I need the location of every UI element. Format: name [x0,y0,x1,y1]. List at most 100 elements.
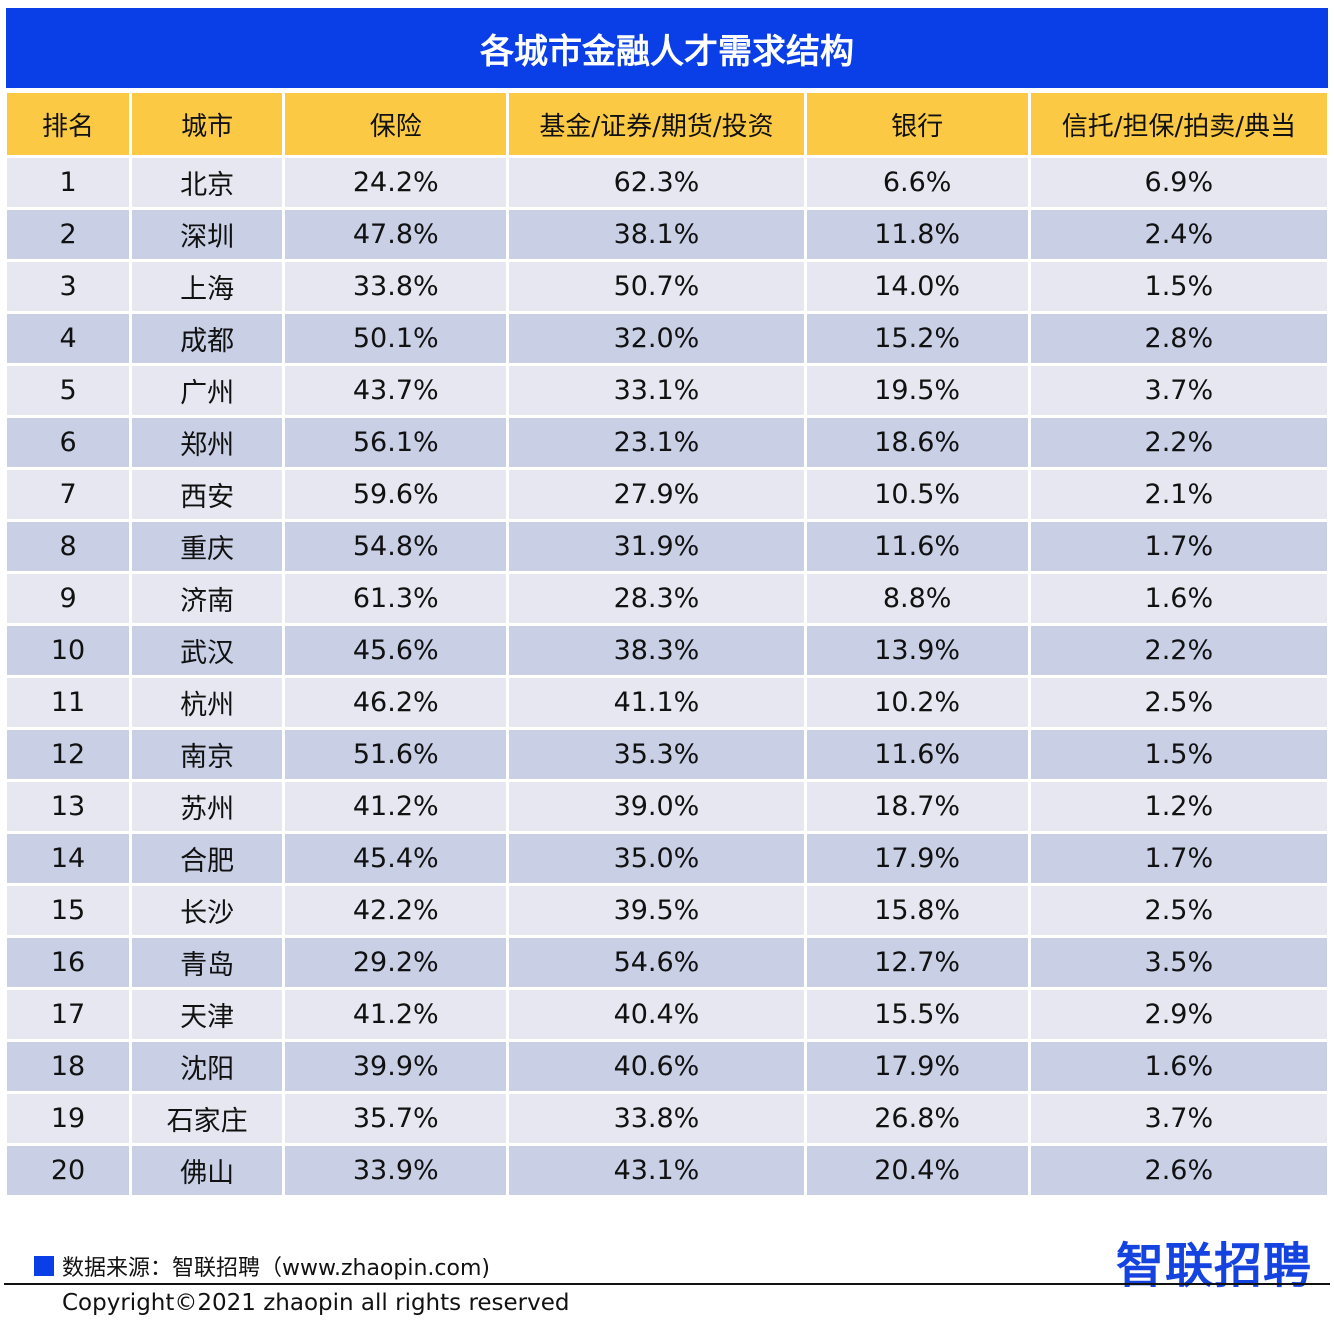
table-cell: 39.5% [509,886,804,935]
table-cell: 沈阳 [132,1042,283,1091]
column-header: 排名 [7,93,130,155]
table-cell: 天津 [132,990,283,1039]
table-cell: 17 [7,990,130,1039]
zhaopin-logo: 智联招聘 [1115,1238,1312,1294]
table-row: 5 广州 43.7% 33.1% 19.5% 3.7% [7,366,1327,415]
table-title: 各城市金融人才需求结构 [6,8,1328,88]
table-cell: 20 [7,1146,130,1195]
divider [4,1283,1330,1285]
table-cell: 2.1% [1030,470,1327,519]
table-cell: 40.4% [509,990,804,1039]
table-cell: 14 [7,834,130,883]
table-cell: 2.2% [1030,418,1327,467]
table-cell: 54.8% [285,522,507,571]
table-cell: 3.7% [1030,366,1327,415]
table-cell: 3.5% [1030,938,1327,987]
table-cell: 31.9% [509,522,804,571]
table-row: 6 郑州 56.1% 23.1% 18.6% 2.2% [7,418,1327,467]
table-cell: 13 [7,782,130,831]
table-cell: 5 [7,366,130,415]
table-cell: 13.9% [806,626,1028,675]
column-header: 银行 [806,93,1028,155]
table-cell: 33.8% [285,262,507,311]
table-row: 9 济南 61.3% 28.3% 8.8% 1.6% [7,574,1327,623]
table-cell: 1.6% [1030,574,1327,623]
table-cell: 2.5% [1030,678,1327,727]
table-cell: 15.8% [806,886,1028,935]
table-cell: 4 [7,314,130,363]
table-row: 20 佛山 33.9% 43.1% 20.4% 2.6% [7,1146,1327,1195]
table-cell: 16 [7,938,130,987]
table-cell: 6.6% [806,158,1028,207]
table-cell: 38.1% [509,210,804,259]
table-cell: 12.7% [806,938,1028,987]
table-cell: 54.6% [509,938,804,987]
table-cell: 33.1% [509,366,804,415]
table-cell: 2.8% [1030,314,1327,363]
table-cell: 15.5% [806,990,1028,1039]
table-cell: 成都 [132,314,283,363]
table-cell: 56.1% [285,418,507,467]
table-row: 10 武汉 45.6% 38.3% 13.9% 2.2% [7,626,1327,675]
table-cell: 1.5% [1030,262,1327,311]
table-cell: 43.7% [285,366,507,415]
table-cell: 济南 [132,574,283,623]
table-cell: 青岛 [132,938,283,987]
table-cell: 11.6% [806,522,1028,571]
table-cell: 武汉 [132,626,283,675]
table-cell: 深圳 [132,210,283,259]
table-cell: 41.2% [285,990,507,1039]
table-row: 12 南京 51.6% 35.3% 11.6% 1.5% [7,730,1327,779]
table-row: 1 北京 24.2% 62.3% 6.6% 6.9% [7,158,1327,207]
table-cell: 2 [7,210,130,259]
table-cell: 2.6% [1030,1146,1327,1195]
table-cell: 8.8% [806,574,1028,623]
table-cell: 35.7% [285,1094,507,1143]
table-cell: 42.2% [285,886,507,935]
table-cell: 19.5% [806,366,1028,415]
table-row: 17 天津 41.2% 40.4% 15.5% 2.9% [7,990,1327,1039]
table-cell: 46.2% [285,678,507,727]
table-cell: 33.9% [285,1146,507,1195]
table-cell: 11.6% [806,730,1028,779]
table-row: 7 西安 59.6% 27.9% 10.5% 2.1% [7,470,1327,519]
table-row: 8 重庆 54.8% 31.9% 11.6% 1.7% [7,522,1327,571]
table-cell: 2.9% [1030,990,1327,1039]
table-cell: 41.2% [285,782,507,831]
table-cell: 西安 [132,470,283,519]
table-cell: 50.7% [509,262,804,311]
table-cell: 石家庄 [132,1094,283,1143]
table-cell: 19 [7,1094,130,1143]
table-cell: 1.7% [1030,834,1327,883]
table-cell: 6 [7,418,130,467]
column-header: 基金/证券/期货/投资 [509,93,804,155]
table-cell: 2.2% [1030,626,1327,675]
table-cell: 广州 [132,366,283,415]
table-cell: 15.2% [806,314,1028,363]
header-row: 排名 城市 保险 基金/证券/期货/投资 银行 信托/担保/拍卖/典当 [7,93,1327,155]
table-row: 19 石家庄 35.7% 33.8% 26.8% 3.7% [7,1094,1327,1143]
table-cell: 24.2% [285,158,507,207]
table-row: 18 沈阳 39.9% 40.6% 17.9% 1.6% [7,1042,1327,1091]
table-row: 16 青岛 29.2% 54.6% 12.7% 3.5% [7,938,1327,987]
table-cell: 29.2% [285,938,507,987]
table-cell: 2.4% [1030,210,1327,259]
table-cell: 35.0% [509,834,804,883]
table-cell: 18 [7,1042,130,1091]
table-cell: 40.6% [509,1042,804,1091]
table-cell: 南京 [132,730,283,779]
table-cell: 15 [7,886,130,935]
table-cell: 45.4% [285,834,507,883]
table-cell: 50.1% [285,314,507,363]
table-cell: 39.9% [285,1042,507,1091]
table-cell: 59.6% [285,470,507,519]
table-cell: 11 [7,678,130,727]
table-row: 14 合肥 45.4% 35.0% 17.9% 1.7% [7,834,1327,883]
table-cell: 43.1% [509,1146,804,1195]
table-row: 15 长沙 42.2% 39.5% 15.8% 2.5% [7,886,1327,935]
table-cell: 61.3% [285,574,507,623]
table-row: 11 杭州 46.2% 41.1% 10.2% 2.5% [7,678,1327,727]
table-cell: 41.1% [509,678,804,727]
table-cell: 32.0% [509,314,804,363]
data-table: 排名 城市 保险 基金/证券/期货/投资 银行 信托/担保/拍卖/典当 1 北京 24.2% 6… [4,90,1330,1198]
